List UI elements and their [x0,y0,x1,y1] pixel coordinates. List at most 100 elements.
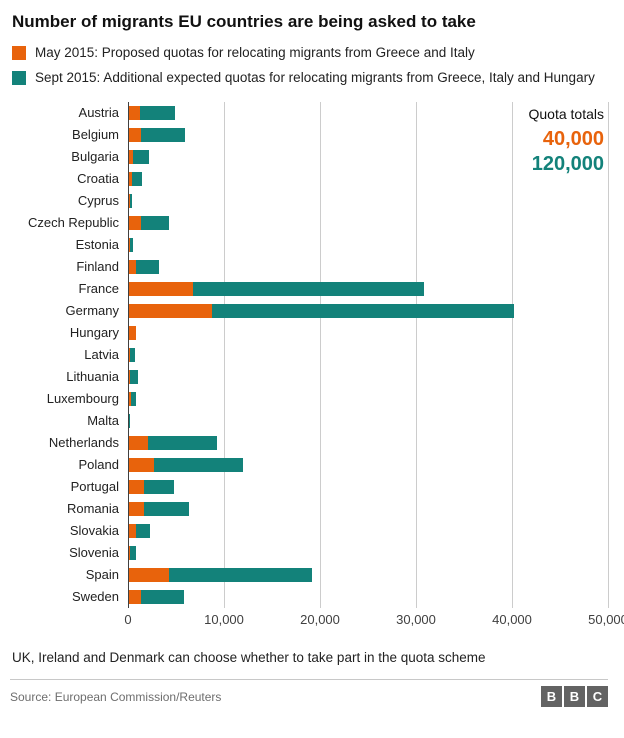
plot-area: Quota totals 40,000 120,000 [128,102,609,609]
stacked-bar [128,216,608,231]
bar-row [128,520,608,542]
page-title: Number of migrants EU countries are bein… [12,12,476,31]
x-axis-tick: 50,000 [588,612,624,628]
bar-row [128,102,608,124]
bar-segment-may [128,260,136,275]
x-axis-tick: 10,000 [204,612,244,628]
bar-segment-may [128,458,154,473]
y-axis-label: Hungary [69,325,119,341]
y-axis-label: Malta [87,413,119,429]
bbc-logo-block: B [564,686,585,708]
y-axis-label: Latvia [84,347,119,363]
stacked-bar [128,282,608,297]
bar-row [128,322,608,344]
y-axis-label: Finland [76,259,119,275]
bar-row [128,278,608,300]
y-axis-label: Luxembourg [46,391,119,407]
bar-segment-may [128,502,145,517]
bar-row [128,586,608,608]
bars [128,102,608,608]
bar-segment-sept [144,502,189,517]
bar-segment-sept [130,546,137,561]
quota-totals: Quota totals 40,000 120,000 [529,106,605,176]
bar-segment-may [128,546,131,561]
stacked-bar [128,194,608,209]
y-axis-label: Poland [78,457,119,473]
bar-row [128,542,608,564]
stacked-bar [128,260,608,275]
bar-row [128,432,608,454]
bar-segment-may [128,348,131,363]
bar-segment-sept [131,172,142,187]
footnote: UK, Ireland and Denmark can choose wheth… [12,650,486,666]
y-axis-label: France [78,281,119,297]
bar-segment-sept [140,216,170,231]
bar-row [128,454,608,476]
gridline [224,102,225,609]
bar-row [128,146,608,168]
bbc-logo-block: C [587,686,608,708]
y-axis-labels: Austria Belgium Bulgaria Croatia Cyprus Czech… [10,102,128,608]
bar-row [128,476,608,498]
y-axis-label: Slovenia [69,545,119,561]
bar-row [128,388,608,410]
bar-segment-may [128,282,193,297]
y-axis-label: Slovakia [69,523,119,539]
bar-segment-sept [169,568,313,583]
y-axis-label: Lithuania [66,369,119,385]
bar-segment-may [128,326,136,341]
bar-segment-sept [153,458,243,473]
stacked-bar [128,172,608,187]
stacked-bar [128,568,608,583]
gridline [320,102,321,609]
y-axis-label: Romania [66,501,119,517]
bar-segment-sept [212,304,514,319]
stacked-bar [128,590,608,605]
bar-segment-sept [141,590,185,605]
bar-segment-sept [130,370,138,385]
stacked-bar [128,238,608,253]
stacked-bar [128,414,608,429]
legend-swatch-icon [12,70,26,85]
bbc-logo-block: B [541,686,562,708]
bar-row [128,234,608,256]
bar-row [128,410,608,432]
x-axis-tick: 30,000 [396,612,436,628]
bar-segment-may [128,128,142,143]
y-axis-label: Croatia [77,171,119,187]
y-axis-label: Belgium [72,127,119,143]
legend-label: Sept 2015: Additional expected quotas fo… [35,69,595,85]
axis-line [128,102,129,609]
bar-segment-may [128,172,132,187]
legend-item-0: May 2015: Proposed quotas for relocating… [12,44,608,62]
bar-segment-sept [129,194,133,209]
stacked-bar [128,546,608,561]
y-axis-label: Sweden [72,589,119,605]
gridline [416,102,417,609]
bar-segment-sept [139,106,175,121]
x-axis-tick: 40,000 [492,612,532,628]
bar-segment-sept [192,282,424,297]
bar-segment-may [128,106,140,121]
bar-segment-may [128,568,170,583]
bar-segment-may [128,370,131,385]
stacked-bar [128,458,608,473]
stacked-bar [128,348,608,363]
bar-row [128,498,608,520]
y-axis-label: Portugal [70,479,119,495]
gridline [608,102,609,609]
legend-item-1: Sept 2015: Additional expected quotas fo… [12,69,608,87]
y-axis-label: Netherlands [48,435,119,451]
y-axis-label: Cyprus [77,193,119,209]
source-text: Source: European Commission/Reuters [10,689,222,704]
stacked-bar [128,502,608,517]
y-axis-label: Germany [65,303,119,319]
bar-segment-may [128,590,142,605]
quota-total-sept: 120,000 [531,153,604,176]
stacked-bar [128,392,608,407]
bar-row [128,124,608,146]
bar-segment-sept [135,524,150,539]
y-axis-label: Estonia [75,237,119,253]
bar-segment-sept [141,128,185,143]
